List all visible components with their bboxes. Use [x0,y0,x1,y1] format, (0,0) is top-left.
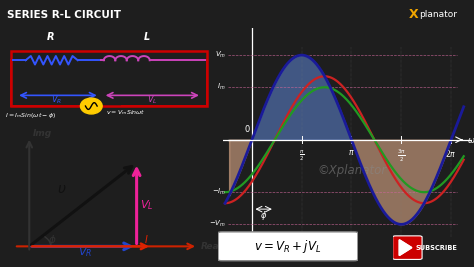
Text: $-I_m$: $-I_m$ [211,187,226,197]
Text: $-V_m$: $-V_m$ [209,219,226,229]
Text: ©Xplanator: ©Xplanator [318,164,387,177]
Text: X: X [409,8,418,21]
Text: Img: Img [32,129,52,138]
Text: $\upsilon$: $\upsilon$ [57,182,66,196]
Text: SUBSCRIBE: SUBSCRIBE [415,245,457,251]
Text: $\frac{\pi}{2}$: $\frac{\pi}{2}$ [299,148,304,163]
FancyBboxPatch shape [392,236,422,260]
Circle shape [81,98,102,114]
Text: $V_R$: $V_R$ [78,245,92,259]
Text: $\phi$: $\phi$ [48,233,57,247]
Text: $I$: $I$ [144,233,149,245]
Text: L: L [144,32,150,42]
Bar [11,51,207,106]
Text: $2\pi$: $2\pi$ [445,148,457,159]
Text: $V_L$: $V_L$ [147,93,158,106]
Text: $I_m$: $I_m$ [218,82,226,92]
Text: SERIES R-L CIRCUIT: SERIES R-L CIRCUIT [7,10,121,20]
Text: $v = V_R + jV_L$: $v = V_R + jV_L$ [254,238,322,255]
Text: $v = V_m Sin\omega t$: $v = V_m Sin\omega t$ [106,108,146,117]
Text: 0: 0 [245,125,250,134]
Text: $\frac{3\pi}{2}$: $\frac{3\pi}{2}$ [397,148,406,164]
Text: $\omega t$: $\omega t$ [467,134,474,145]
FancyBboxPatch shape [218,232,358,261]
Polygon shape [399,240,412,256]
Text: $V_m$: $V_m$ [215,50,226,60]
Text: Real: Real [201,242,223,251]
Text: planator: planator [419,10,457,19]
Text: R: R [47,32,55,42]
Text: $V_L$: $V_L$ [140,198,153,212]
Text: $V_R$: $V_R$ [51,93,63,106]
Polygon shape [399,240,412,256]
Text: $I = I_m Sin(\omega t - \phi)$: $I = I_m Sin(\omega t - \phi)$ [5,111,56,120]
Text: $\pi$: $\pi$ [348,148,355,157]
Text: $\phi$: $\phi$ [260,209,267,222]
